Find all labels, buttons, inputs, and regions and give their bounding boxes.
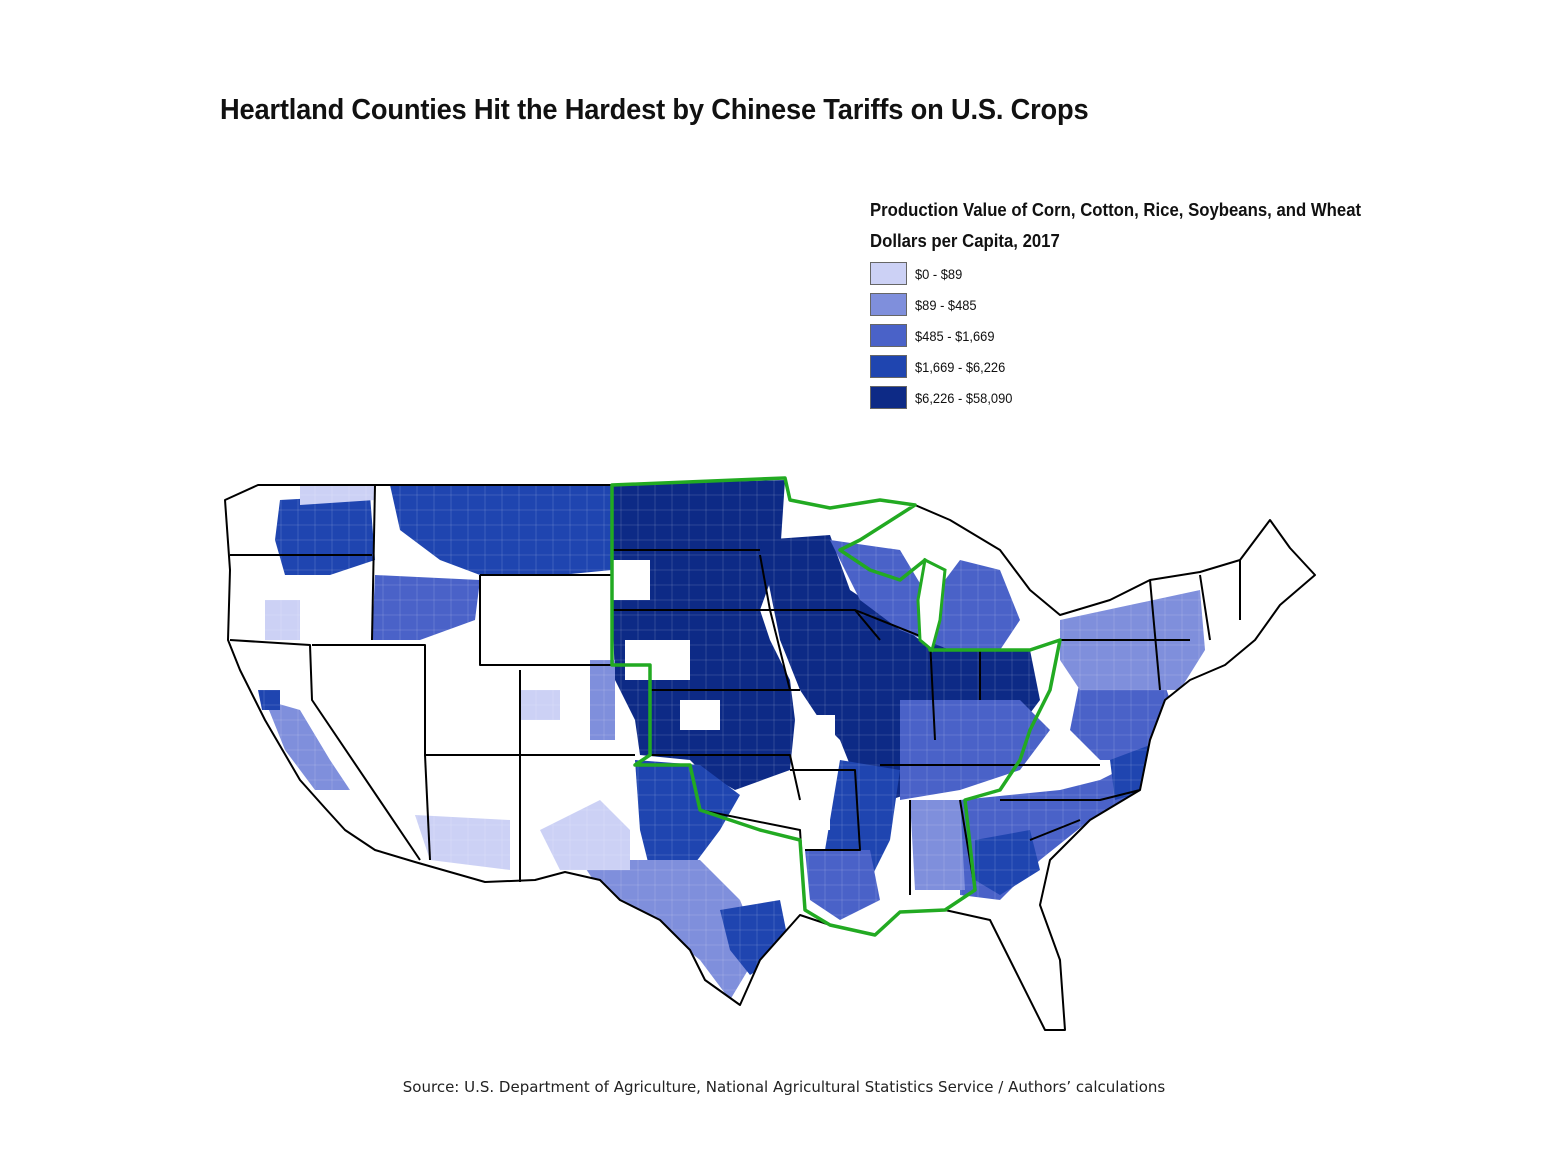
- state-border: [1029, 819, 1081, 841]
- county-region: [265, 700, 350, 790]
- county-region: [612, 480, 795, 790]
- state-border: [1149, 579, 1161, 691]
- county-region: [415, 815, 510, 870]
- county-region: [625, 640, 690, 680]
- county-region: [372, 575, 480, 640]
- lake-michigan: [916, 557, 947, 653]
- county-region: [612, 560, 650, 600]
- legend-items: $0 - $89 $89 - $485 $485 - $1,669 $1,669…: [870, 258, 1398, 413]
- map-title: Heartland Counties Hit the Hardest by Ch…: [220, 94, 1089, 126]
- county-region: [520, 690, 560, 720]
- legend-item: $1,669 - $6,226: [870, 351, 1398, 382]
- legend-swatch: [870, 293, 907, 316]
- county-region: [590, 660, 615, 740]
- county-region: [680, 700, 720, 730]
- legend-label: $89 - $485: [915, 296, 977, 313]
- county-region: [910, 800, 965, 890]
- county-region: [275, 495, 375, 575]
- state-border: [1000, 789, 1141, 801]
- great-lakes: [916, 557, 947, 653]
- legend-swatch: [870, 355, 907, 378]
- legend-label: $485 - $1,669: [915, 327, 995, 344]
- legend-item: $89 - $485: [870, 289, 1398, 320]
- legend-item: $6,226 - $58,090: [870, 382, 1398, 413]
- county-region: [900, 700, 1050, 800]
- state-border: [424, 754, 431, 861]
- state-border: [1199, 574, 1211, 641]
- legend-label: $6,226 - $58,090: [915, 389, 1013, 406]
- county-region: [780, 790, 830, 830]
- county-region: [258, 690, 280, 710]
- legend-swatch: [870, 262, 907, 285]
- heartland-outline: [610, 476, 1062, 937]
- legend-label: $0 - $89: [915, 265, 963, 282]
- us-outline: [224, 477, 1316, 1031]
- county-region: [805, 850, 880, 920]
- legend-item: $485 - $1,669: [870, 320, 1398, 351]
- legend-subtitle: Dollars per Capita, 2017: [870, 231, 1060, 251]
- state-border: [229, 639, 421, 861]
- source-note: Source: U.S. Department of Agriculture, …: [402, 1078, 1166, 1096]
- legend-swatch: [870, 386, 907, 409]
- county-region: [265, 600, 300, 640]
- legend: Production Value of Corn, Cotton, Rice, …: [870, 200, 1398, 413]
- state-border: [519, 670, 635, 756]
- state-border: [371, 484, 376, 641]
- legend-item: $0 - $89: [870, 258, 1398, 289]
- legend-label: $1,669 - $6,226: [915, 358, 1006, 375]
- county-region: [975, 830, 1040, 895]
- county-region: [300, 485, 375, 505]
- state-border: [650, 754, 801, 801]
- county-region: [540, 800, 630, 870]
- state-border: [479, 575, 612, 666]
- legend-swatch: [870, 324, 907, 347]
- state-border: [790, 769, 861, 851]
- county-region: [390, 485, 612, 575]
- county-region: [635, 760, 740, 870]
- legend-title: Production Value of Corn, Cotton, Rice, …: [870, 200, 1362, 220]
- county-region: [800, 715, 835, 760]
- county-fills: [258, 480, 1205, 1000]
